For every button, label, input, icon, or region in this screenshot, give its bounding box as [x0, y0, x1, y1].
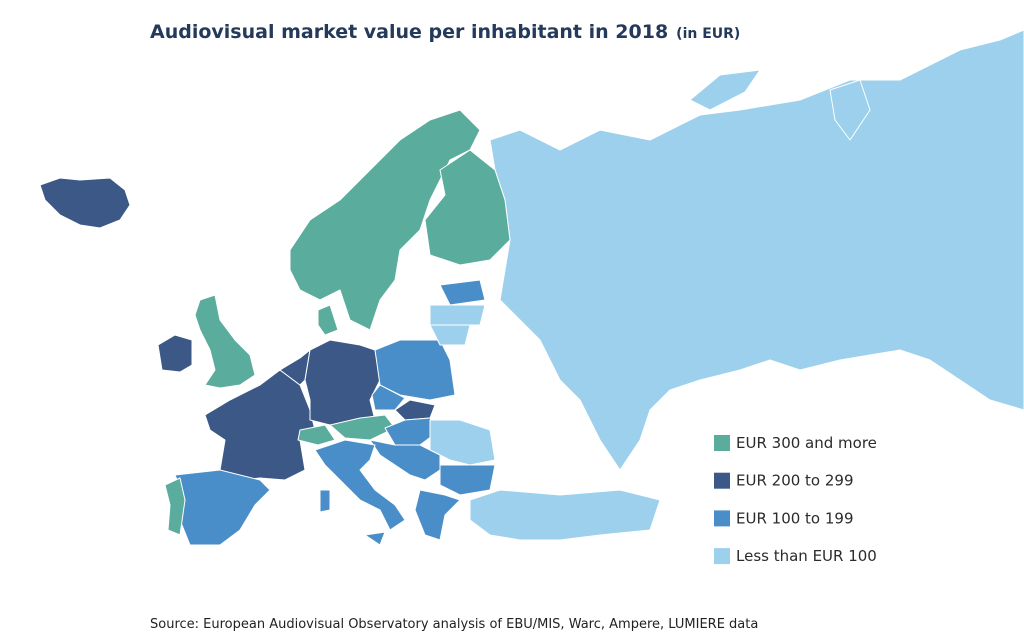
- greece: [414, 489, 461, 541]
- norway-sweden: [289, 109, 481, 331]
- legend-label: EUR 300 and more: [736, 434, 877, 452]
- arctic-islands: [829, 79, 871, 141]
- slovakia: [394, 399, 436, 421]
- spain: [174, 469, 271, 546]
- lithuania: [429, 324, 471, 346]
- legend-swatch: [714, 548, 730, 565]
- uk: [194, 294, 256, 389]
- sardinia: [319, 489, 331, 513]
- switzerland: [297, 424, 336, 446]
- legend: EUR 300 and more EUR 200 to 299 EUR 100 to…: [714, 434, 877, 565]
- balkans: [369, 439, 441, 481]
- title: Audiovisual market value per inhabitant …: [150, 21, 668, 43]
- ireland: [157, 334, 193, 373]
- russia: [489, 29, 1024, 471]
- bulgaria: [439, 464, 496, 496]
- legend-label: EUR 100 to 199: [736, 509, 854, 527]
- title-unit: (in EUR): [676, 26, 740, 42]
- latvia: [429, 304, 486, 326]
- germany: [304, 339, 381, 426]
- legend-label: Less than EUR 100: [736, 547, 877, 565]
- denmark: [317, 304, 339, 336]
- source: Source: European Audiovisual Observatory…: [150, 617, 758, 632]
- legend-swatch: [714, 472, 730, 489]
- iceland: [39, 177, 131, 229]
- czechia: [371, 384, 406, 411]
- map: [39, 29, 1024, 546]
- estonia: [439, 279, 486, 306]
- portugal: [164, 477, 186, 536]
- legend-swatch: [714, 435, 730, 451]
- france: [204, 369, 316, 481]
- sicily: [364, 531, 386, 546]
- legend-label: EUR 200 to 299: [736, 472, 854, 490]
- italy: [314, 439, 406, 531]
- arctic-islands: [689, 69, 761, 111]
- turkey: [469, 489, 661, 541]
- legend-swatch: [714, 510, 730, 527]
- finland: [424, 149, 511, 266]
